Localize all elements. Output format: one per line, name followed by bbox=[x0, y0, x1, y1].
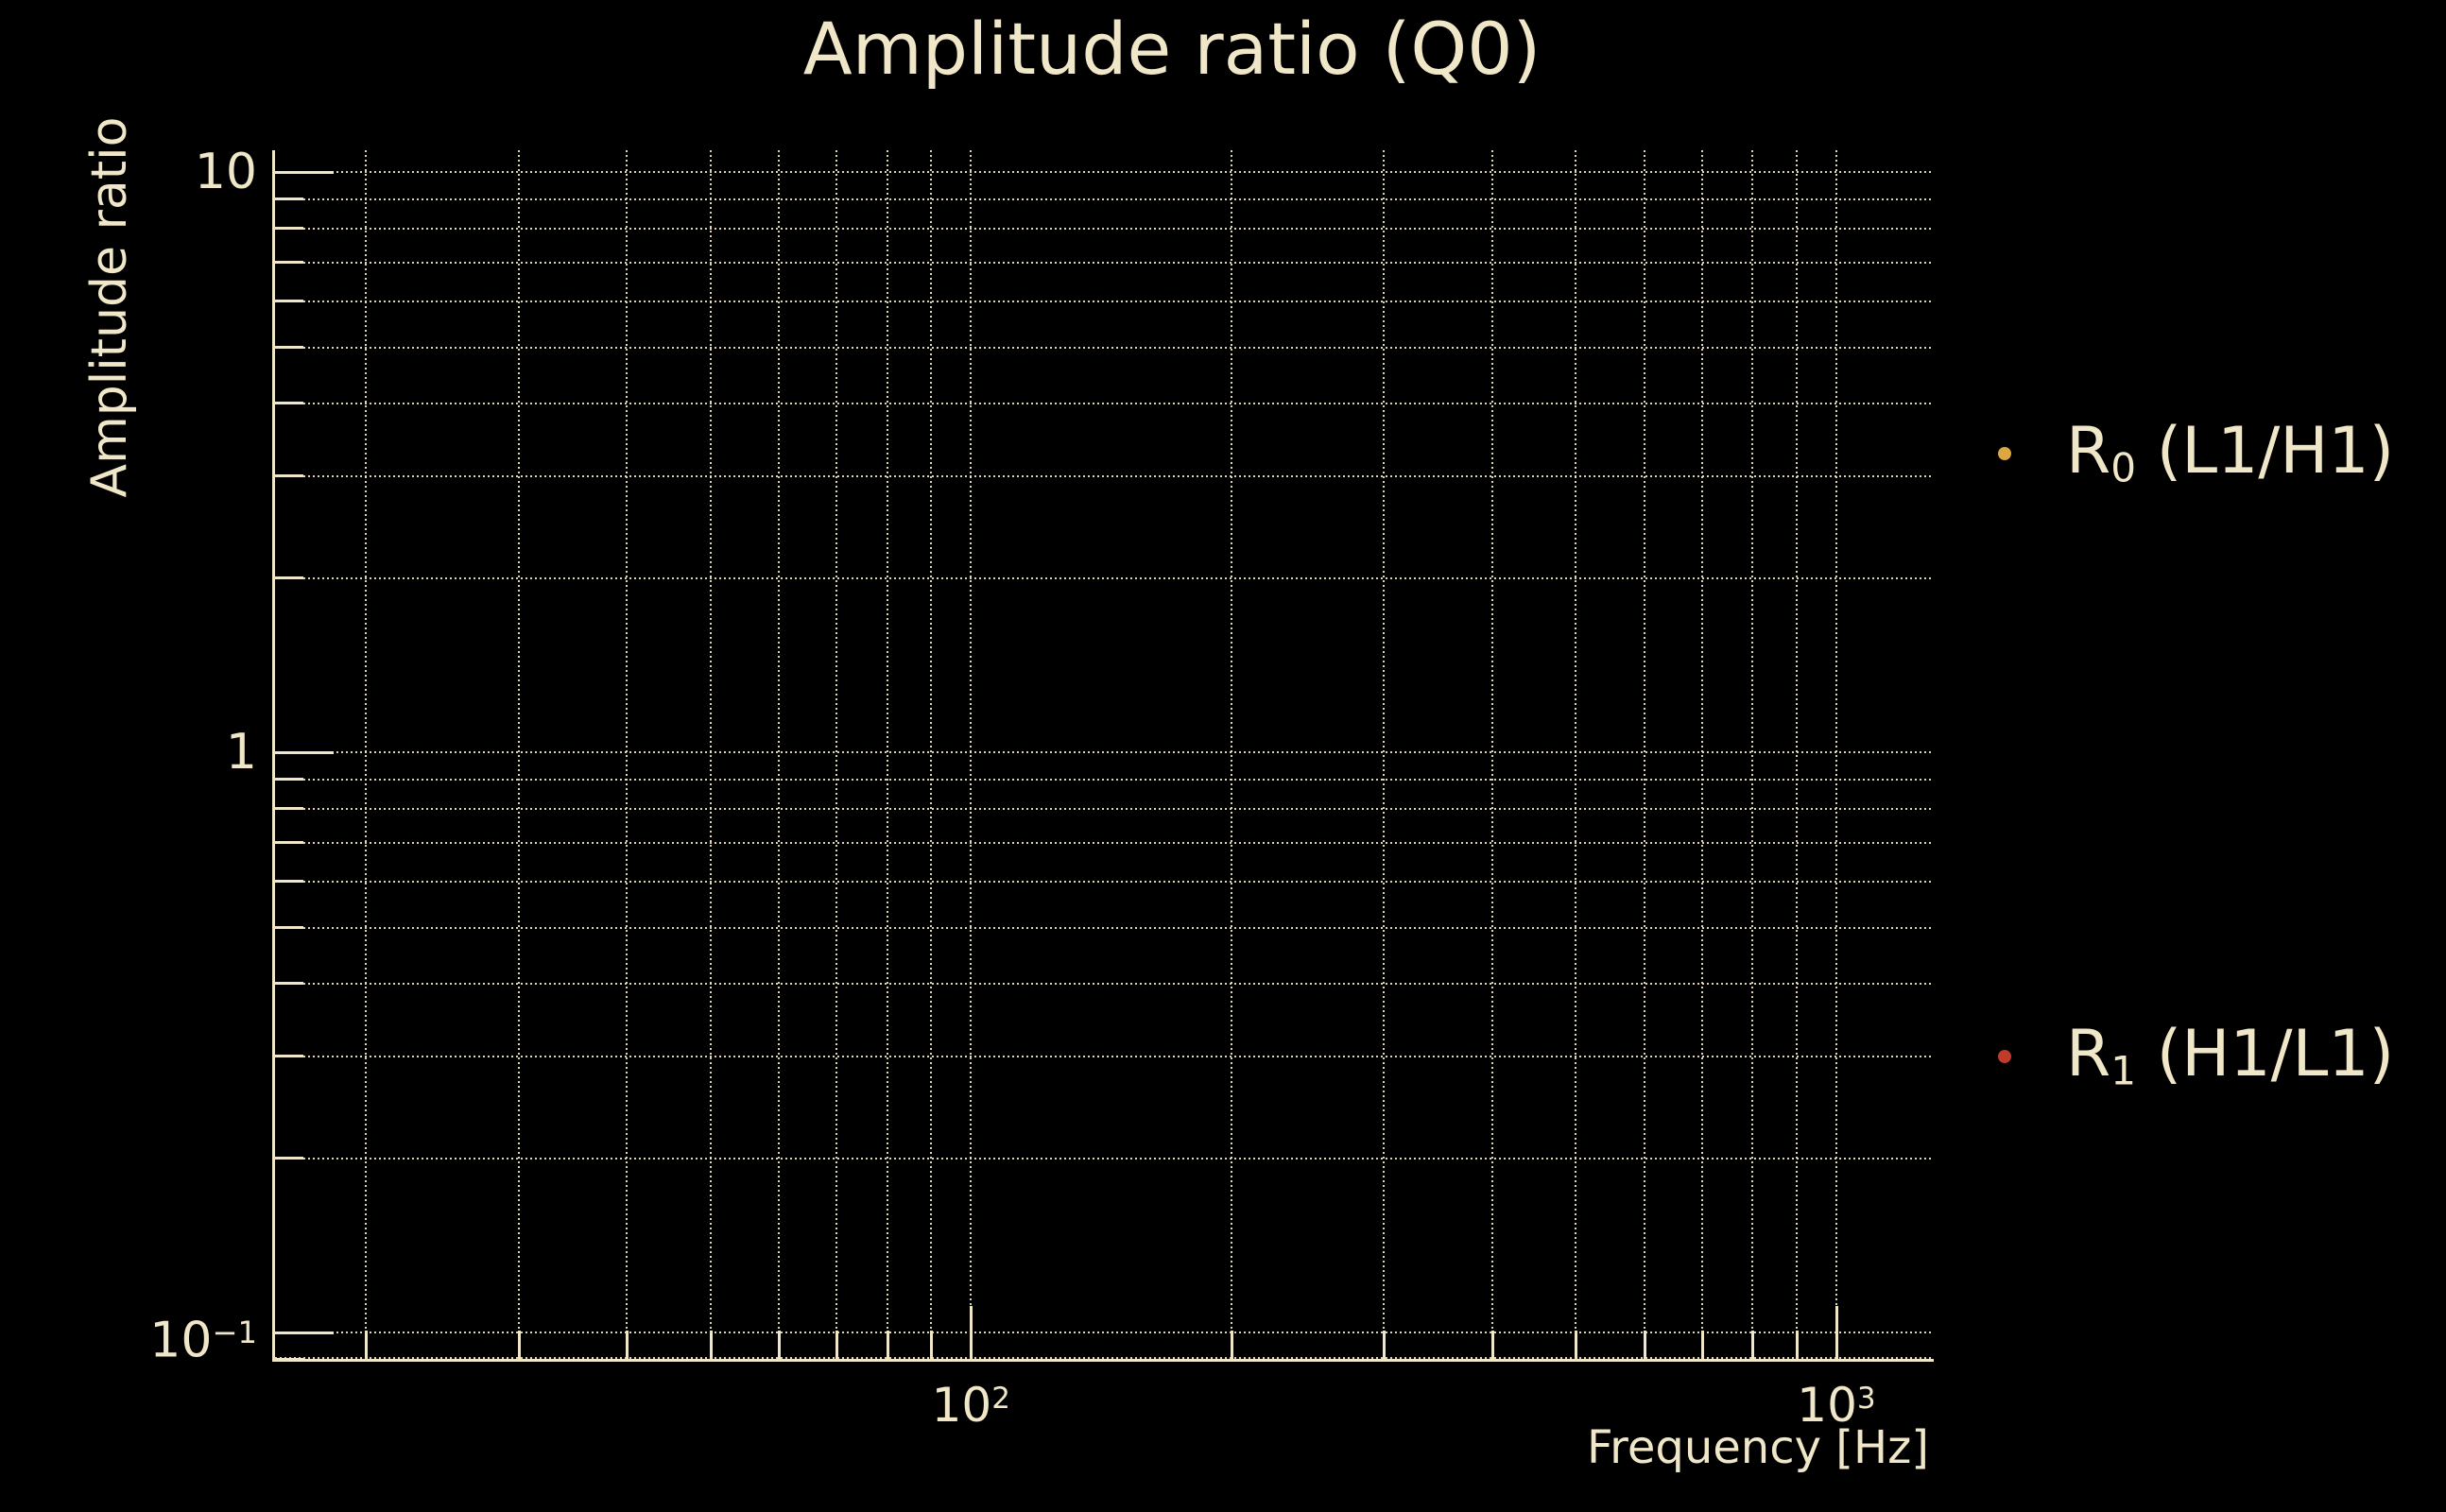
y-minor-tick bbox=[275, 576, 303, 580]
y-minor-gridline bbox=[275, 1055, 1931, 1057]
y-minor-tick bbox=[275, 300, 303, 303]
y-minor-tick bbox=[275, 1157, 303, 1160]
x-minor-tick bbox=[709, 1331, 713, 1359]
y-minor-tick bbox=[275, 880, 303, 884]
y-major-gridline bbox=[275, 170, 1931, 173]
x-minor-tick bbox=[365, 1331, 369, 1359]
y-axis-spine bbox=[272, 150, 275, 1362]
x-minor-gridline bbox=[1751, 150, 1754, 1359]
y-minor-gridline bbox=[275, 198, 1931, 201]
y-minor-gridline bbox=[275, 808, 1931, 811]
y-minor-gridline bbox=[275, 346, 1931, 349]
x-minor-gridline bbox=[1383, 150, 1386, 1359]
y-major-tick bbox=[275, 170, 334, 174]
y-minor-tick bbox=[275, 925, 303, 929]
x-minor-tick bbox=[1490, 1331, 1494, 1359]
chart-title: Amplitude ratio (Q0) bbox=[802, 7, 1542, 91]
y-minor-tick bbox=[275, 227, 303, 231]
y-minor-tick bbox=[275, 982, 303, 986]
y-minor-gridline bbox=[275, 881, 1931, 884]
x-minor-tick bbox=[1796, 1331, 1800, 1359]
x-minor-tick bbox=[517, 1331, 521, 1359]
y-minor-gridline bbox=[275, 577, 1931, 580]
x-minor-gridline bbox=[1796, 150, 1799, 1359]
y-minor-gridline bbox=[275, 228, 1931, 231]
y-major-tick bbox=[275, 750, 334, 754]
y-minor-tick bbox=[275, 1054, 303, 1057]
x-tick-label: 103 bbox=[1797, 1378, 1876, 1433]
x-minor-gridline bbox=[835, 150, 838, 1359]
x-minor-gridline bbox=[778, 150, 781, 1359]
y-tick-label: 10−1 bbox=[149, 1312, 257, 1369]
x-minor-tick bbox=[625, 1331, 629, 1359]
y-minor-gridline bbox=[275, 262, 1931, 265]
y-major-gridline bbox=[275, 1331, 1931, 1333]
x-major-gridline bbox=[970, 150, 973, 1359]
x-minor-gridline bbox=[1575, 150, 1577, 1359]
y-minor-gridline bbox=[275, 779, 1931, 782]
legend-label-r0: R0 (L1/H1) bbox=[2066, 413, 2395, 491]
x-minor-gridline bbox=[1230, 150, 1232, 1359]
y-tick-label: 1 bbox=[225, 723, 257, 781]
x-major-gridline bbox=[1834, 150, 1837, 1359]
y-tick-label: 10 bbox=[194, 143, 257, 200]
y-major-tick bbox=[275, 1331, 334, 1334]
y-minor-gridline bbox=[275, 926, 1931, 929]
legend-entry-r1: R1 (H1/L1) bbox=[1998, 1007, 2394, 1106]
x-tick-label: 102 bbox=[931, 1378, 1010, 1433]
legend-marker-dot-r0 bbox=[1998, 447, 2011, 460]
x-minor-gridline bbox=[886, 150, 888, 1359]
x-minor-gridline bbox=[625, 150, 628, 1359]
x-minor-tick bbox=[1575, 1331, 1578, 1359]
x-minor-gridline bbox=[709, 150, 712, 1359]
y-minor-tick bbox=[275, 261, 303, 265]
legend-marker-dot-r1 bbox=[1998, 1050, 2011, 1063]
x-minor-tick bbox=[1230, 1331, 1233, 1359]
y-minor-tick bbox=[275, 1358, 303, 1361]
x-minor-tick bbox=[1643, 1331, 1646, 1359]
x-minor-tick bbox=[886, 1331, 889, 1359]
y-minor-tick bbox=[275, 345, 303, 349]
x-axis-spine bbox=[272, 1359, 1934, 1362]
x-minor-tick bbox=[930, 1331, 934, 1359]
y-minor-tick bbox=[275, 402, 303, 405]
x-minor-tick bbox=[1751, 1331, 1755, 1359]
y-minor-gridline bbox=[275, 475, 1931, 477]
legend-entry-r0: R0 (L1/H1) bbox=[1998, 404, 2394, 503]
y-major-gridline bbox=[275, 750, 1931, 753]
y-minor-gridline bbox=[275, 403, 1931, 405]
y-minor-gridline bbox=[275, 1357, 1931, 1359]
x-minor-gridline bbox=[517, 150, 520, 1359]
x-axis-label: Frequency [Hz] bbox=[1587, 1421, 1929, 1474]
y-minor-tick bbox=[275, 807, 303, 811]
y-minor-tick bbox=[275, 198, 303, 201]
y-minor-gridline bbox=[275, 301, 1931, 303]
y-minor-gridline bbox=[275, 1158, 1931, 1160]
legend-label-r1: R1 (H1/L1) bbox=[2066, 1016, 2395, 1094]
x-minor-gridline bbox=[365, 150, 368, 1359]
x-minor-tick bbox=[835, 1331, 839, 1359]
x-minor-gridline bbox=[1701, 150, 1704, 1359]
x-minor-gridline bbox=[930, 150, 933, 1359]
x-minor-tick bbox=[778, 1331, 782, 1359]
y-minor-tick bbox=[275, 778, 303, 782]
x-minor-tick bbox=[1701, 1331, 1705, 1359]
y-minor-tick bbox=[275, 841, 303, 845]
x-minor-gridline bbox=[1643, 150, 1645, 1359]
y-minor-gridline bbox=[275, 983, 1931, 986]
plot-area bbox=[275, 150, 1931, 1361]
y-minor-gridline bbox=[275, 842, 1931, 845]
x-minor-gridline bbox=[1490, 150, 1493, 1359]
x-minor-tick bbox=[1383, 1331, 1387, 1359]
y-minor-tick bbox=[275, 474, 303, 477]
